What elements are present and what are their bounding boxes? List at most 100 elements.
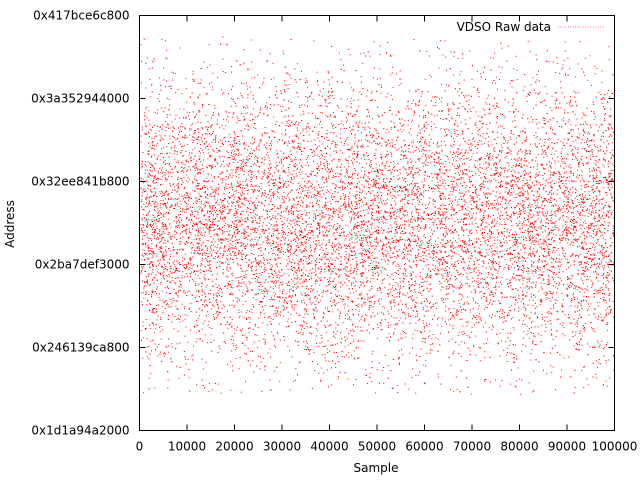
data-point — [526, 153, 528, 154]
data-point — [178, 291, 180, 293]
data-point — [531, 263, 533, 265]
data-point — [506, 231, 508, 233]
data-point — [386, 219, 388, 220]
data-point — [306, 225, 308, 227]
data-point — [156, 227, 158, 229]
data-point — [395, 186, 397, 188]
data-point — [497, 208, 499, 210]
data-point — [178, 224, 180, 226]
data-point — [405, 231, 407, 233]
data-point — [504, 137, 506, 138]
data-point — [234, 333, 236, 335]
data-point — [490, 174, 492, 176]
data-point — [386, 178, 388, 180]
data-point — [565, 227, 567, 229]
data-point — [496, 131, 498, 133]
data-point — [208, 382, 210, 384]
data-point — [493, 57, 495, 59]
data-point — [507, 152, 509, 154]
data-point — [412, 174, 414, 175]
data-point — [488, 284, 490, 286]
data-point — [529, 179, 531, 181]
data-point — [603, 277, 604, 279]
data-point — [212, 280, 214, 282]
data-point — [422, 147, 424, 148]
data-point — [234, 231, 236, 233]
data-point — [313, 40, 315, 42]
data-point — [400, 333, 402, 335]
data-point — [288, 197, 290, 199]
data-point — [395, 204, 397, 206]
data-point — [158, 296, 160, 298]
data-point — [309, 191, 311, 193]
data-point — [311, 187, 313, 189]
data-point — [318, 268, 320, 270]
data-point — [568, 201, 569, 203]
data-point — [163, 355, 165, 357]
data-point — [340, 98, 342, 100]
data-point — [163, 302, 165, 304]
data-point — [144, 282, 146, 284]
data-point — [489, 153, 491, 154]
data-point — [491, 130, 493, 132]
data-point — [344, 266, 346, 268]
data-point — [523, 224, 525, 226]
data-point — [607, 166, 609, 168]
data-point — [453, 301, 455, 303]
data-point — [268, 145, 270, 146]
data-point — [524, 191, 526, 193]
data-point — [462, 251, 464, 253]
data-point — [468, 147, 470, 149]
data-point — [423, 261, 425, 263]
data-point — [584, 205, 586, 207]
data-point — [140, 330, 142, 331]
data-point — [516, 79, 518, 81]
data-point — [332, 177, 334, 178]
data-point — [334, 287, 335, 288]
data-point — [165, 190, 167, 192]
data-point — [608, 204, 610, 206]
data-point — [588, 305, 590, 307]
data-point — [371, 170, 373, 172]
data-point — [536, 175, 538, 177]
data-point — [297, 247, 299, 248]
data-point — [197, 274, 199, 276]
data-point — [572, 218, 574, 220]
data-point — [305, 243, 307, 245]
data-point — [584, 220, 586, 222]
data-point — [377, 132, 379, 134]
data-point — [273, 370, 275, 372]
data-point — [180, 237, 182, 239]
data-point — [540, 334, 542, 336]
data-point — [378, 186, 380, 188]
data-point — [589, 155, 591, 157]
data-point — [316, 167, 317, 169]
data-point — [578, 202, 580, 203]
data-point — [518, 378, 520, 380]
data-point — [318, 193, 319, 195]
data-point — [485, 162, 487, 164]
data-point — [300, 196, 302, 198]
data-point — [371, 254, 373, 256]
data-point — [246, 226, 248, 228]
data-point — [188, 262, 190, 264]
data-point — [556, 257, 558, 259]
data-point — [404, 120, 406, 122]
data-point — [596, 290, 597, 292]
data-point — [190, 275, 191, 277]
data-point — [353, 89, 355, 90]
data-point — [331, 160, 333, 162]
data-point — [480, 291, 482, 292]
data-point — [393, 317, 395, 319]
data-point — [417, 167, 419, 169]
data-point — [157, 211, 159, 213]
data-point — [410, 296, 412, 298]
data-point — [267, 259, 269, 261]
data-point — [338, 124, 340, 125]
data-point — [403, 312, 405, 314]
data-point — [494, 224, 496, 226]
data-point — [453, 165, 455, 167]
data-point — [284, 196, 285, 198]
data-point — [227, 310, 228, 312]
